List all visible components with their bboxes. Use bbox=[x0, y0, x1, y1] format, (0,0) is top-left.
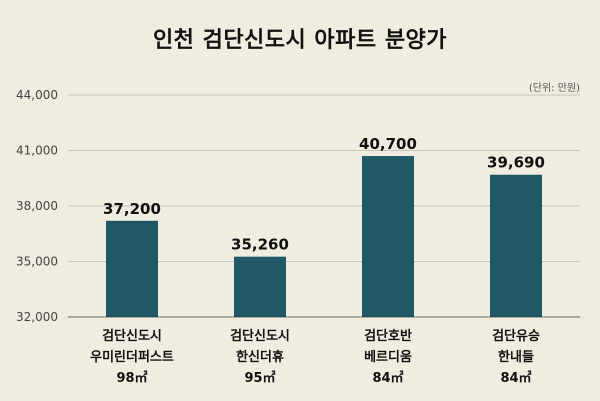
data-label: 40,700 bbox=[359, 135, 417, 153]
bar bbox=[362, 156, 414, 317]
category-label: 검단신도시 bbox=[102, 328, 162, 344]
y-tick-label: 41,000 bbox=[16, 144, 58, 158]
category-label: 84㎡ bbox=[500, 370, 531, 386]
data-label: 39,690 bbox=[487, 154, 545, 172]
y-tick-label: 32,000 bbox=[16, 310, 58, 324]
unit-note: (단위: 만원) bbox=[528, 83, 580, 94]
category-label: 우미린더퍼스트 bbox=[90, 349, 174, 365]
category-label: 95㎡ bbox=[244, 370, 275, 386]
bar bbox=[106, 220, 158, 317]
data-labels: 37,200 35,260 40,700 39,690 bbox=[103, 135, 545, 254]
category-label: 한신더휴 bbox=[236, 349, 284, 365]
category-label: 98㎡ bbox=[116, 370, 147, 386]
data-label: 35,260 bbox=[231, 236, 289, 254]
category-label: 베르디움 bbox=[364, 349, 412, 365]
bar bbox=[234, 256, 286, 317]
chart-title: 인천 검단신도시 아파트 분양가 bbox=[152, 28, 448, 53]
y-tick-label: 38,000 bbox=[16, 199, 58, 213]
category-label: 검단신도시 bbox=[230, 328, 290, 344]
y-axis: 32,000 35,000 38,000 41,000 44,000 bbox=[16, 88, 58, 324]
y-tick-label: 44,000 bbox=[16, 88, 58, 102]
category-label: 검단호반 bbox=[364, 328, 412, 344]
bars bbox=[106, 156, 542, 317]
bar bbox=[490, 174, 542, 317]
data-label: 37,200 bbox=[103, 200, 161, 218]
category-label: 검단유승 bbox=[492, 328, 540, 344]
y-tick-label: 35,000 bbox=[16, 255, 58, 269]
category-label: 한내들 bbox=[498, 349, 534, 365]
category-label: 84㎡ bbox=[372, 370, 403, 386]
